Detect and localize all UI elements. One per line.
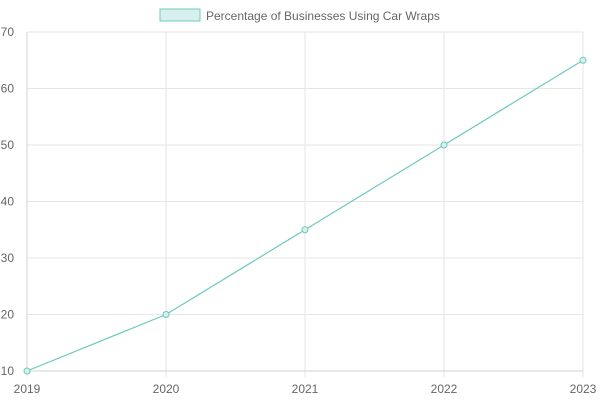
y-tick-label: 60	[1, 82, 15, 96]
data-point	[301, 226, 309, 234]
y-tick-label: 40	[1, 195, 15, 209]
x-tick-label: 2019	[14, 382, 41, 396]
data-point	[440, 141, 448, 149]
y-tick-label: 50	[1, 138, 15, 152]
y-tick-label: 30	[1, 251, 15, 265]
y-tick-label: 70	[1, 25, 15, 39]
x-tick-label: 2022	[431, 382, 458, 396]
x-tick-label: 2021	[292, 382, 319, 396]
data-point	[579, 56, 587, 64]
legend[interactable]: Percentage of Businesses Using Car Wraps	[159, 8, 440, 23]
series	[23, 56, 587, 375]
data-point	[23, 367, 31, 375]
data-point	[162, 311, 170, 318]
x-tick-label: 2020	[153, 382, 180, 396]
grid	[26, 31, 584, 377]
y-tick-label: 10	[1, 364, 15, 378]
legend-label: Percentage of Businesses Using Car Wraps	[206, 9, 440, 23]
axes: 10 20 30 40 50 60 70 2019 2020 2021 2022 2023	[1, 25, 597, 396]
y-tick-label: 20	[1, 308, 15, 322]
x-tick-label: 2023	[570, 382, 597, 396]
legend-swatch	[159, 8, 201, 22]
